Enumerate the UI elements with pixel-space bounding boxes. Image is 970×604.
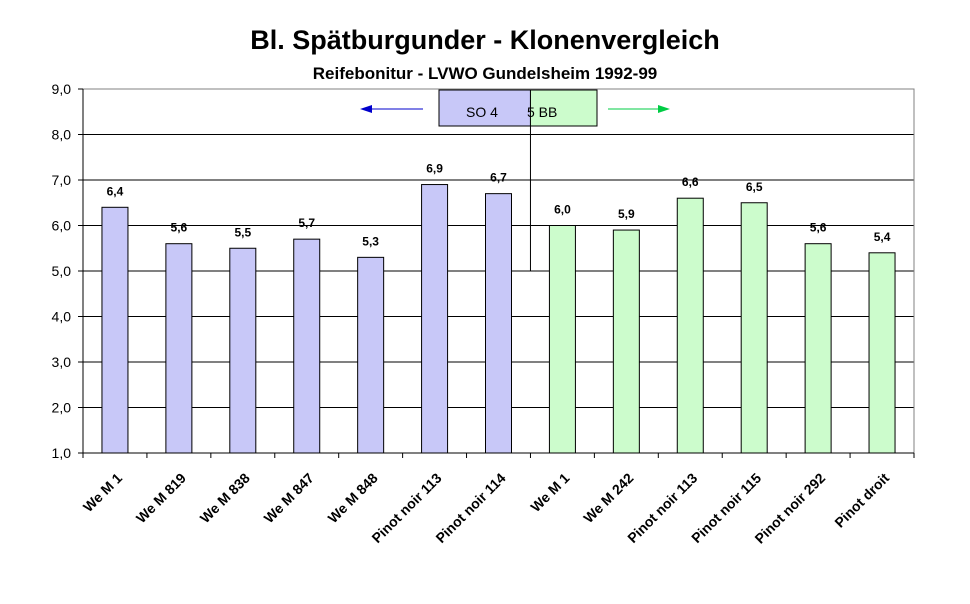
y-tick-label: 5,0 <box>52 263 72 279</box>
data-label: 5,3 <box>362 234 379 248</box>
bar-so4-4 <box>293 238 321 454</box>
x-tick-label: We M 848 <box>325 470 381 526</box>
y-tick-label: 4,0 <box>52 309 72 325</box>
bar-so4-5 <box>357 256 385 454</box>
data-label: 6,6 <box>682 175 699 189</box>
legend-box-5bb <box>529 89 598 127</box>
y-tick-label: 7,0 <box>52 172 72 188</box>
chart-title: Bl. Spätburgunder - Klonenvergleich <box>250 25 720 55</box>
data-label: 5,9 <box>618 207 635 221</box>
y-tick-label: 8,0 <box>52 127 72 143</box>
x-tick-label: We M 838 <box>197 470 253 526</box>
bar-so4-7 <box>485 193 512 454</box>
x-tick-label: We M 242 <box>580 470 636 526</box>
y-tick-label: 9,0 <box>52 81 72 97</box>
bar-5bb-1 <box>548 225 576 454</box>
data-label: 6,7 <box>490 171 507 185</box>
bar-so4-2 <box>165 243 193 454</box>
x-tick-label: Pinot droit <box>831 470 892 531</box>
arrow-left-icon <box>360 105 372 113</box>
data-label: 6,5 <box>746 180 763 194</box>
arrow-right-icon <box>658 105 670 113</box>
bar-so4-1 <box>101 206 129 454</box>
bars <box>101 184 896 454</box>
y-tick-label: 2,0 <box>52 400 72 416</box>
bar-5bb-2 <box>612 229 640 454</box>
legend-label-5bb: 5 BB <box>527 104 557 120</box>
legend-label-so4: SO 4 <box>466 104 498 120</box>
legend-box-so4 <box>438 89 531 127</box>
y-tick-label: 6,0 <box>52 218 72 234</box>
data-label: 5,6 <box>810 221 827 235</box>
bar-5bb-4 <box>740 202 768 454</box>
data-label: 6,9 <box>426 162 443 176</box>
data-label: 5,4 <box>874 230 891 244</box>
y-tick-label: 1,0 <box>52 445 72 461</box>
chart-subtitle: Reifebonitur - LVWO Gundelsheim 1992-99 <box>312 64 658 83</box>
y-tick-labels: 1,0 2,0 3,0 4,0 5,0 6,0 7,0 8,0 9,0 <box>52 81 72 461</box>
x-tick-label: We M 1 <box>527 470 572 515</box>
data-label: 6,4 <box>107 184 124 198</box>
data-label: 5,6 <box>171 221 188 235</box>
x-tick-label: We M 819 <box>133 470 189 526</box>
bar-so4-3 <box>229 247 257 454</box>
x-tick-label: We M 847 <box>261 470 317 526</box>
bar-5bb-5 <box>804 243 832 454</box>
x-tick-label: We M 1 <box>80 470 125 515</box>
data-label: 5,7 <box>298 216 315 230</box>
x-tick-labels: We M 1 We M 819 We M 838 We M 847 We M 848Pi… <box>80 470 893 547</box>
data-label: 6,0 <box>554 203 571 217</box>
y-tick-label: 3,0 <box>52 354 72 370</box>
legend: SO 4 5 BB <box>360 89 670 127</box>
data-label: 5,5 <box>234 225 251 239</box>
bar-so4-6 <box>421 184 449 454</box>
bar-5bb-6 <box>868 252 896 454</box>
data-labels: 6,4 5,6 5,5 5,7 5,3 6,9 6,7 6,0 5,9 6,6 6,5 5,6 5,4 <box>107 162 891 249</box>
bar-5bb-3 <box>676 197 704 454</box>
